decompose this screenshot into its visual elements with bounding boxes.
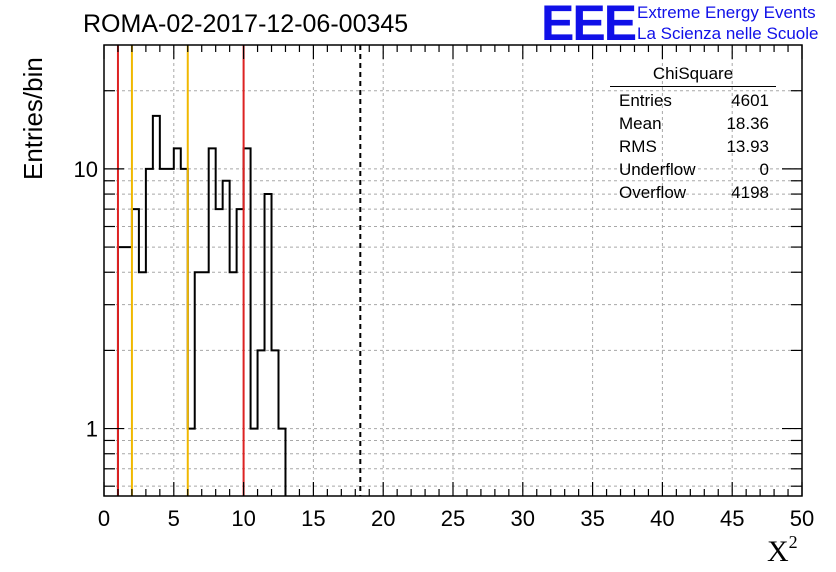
chart-title: ROMA-02-2017-12-06-00345 [83, 10, 409, 38]
x-tick-label: 30 [511, 506, 535, 531]
stats-row-rms: RMS 13.93 [610, 135, 776, 158]
stats-value: 4198 [731, 183, 769, 202]
stats-row-entries: Entries 4601 [610, 89, 776, 112]
stats-value: 18.36 [726, 114, 769, 133]
stats-value: 13.93 [726, 137, 769, 156]
stats-label: Overflow [619, 183, 687, 202]
x-tick-label: 10 [231, 506, 255, 531]
stats-label: Mean [619, 114, 662, 133]
x-tick-label: 45 [720, 506, 744, 531]
stats-label: Entries [619, 91, 672, 110]
x-tick-label: 15 [301, 506, 325, 531]
x-tick-label: 35 [580, 506, 604, 531]
x-tick-label: 40 [650, 506, 674, 531]
logo-text-line1: Extreme Energy Events [637, 3, 816, 22]
stats-value: 0 [759, 160, 769, 179]
stats-value: 4601 [731, 91, 769, 110]
grid [104, 45, 802, 496]
x-axis-label-sup: 2 [788, 532, 798, 552]
x-tick-label: 25 [441, 506, 465, 531]
y-tick-label: 1 [86, 417, 98, 442]
stats-row-overflow: Overflow 4198 [610, 181, 776, 204]
x-axis-label: X2 [767, 532, 798, 569]
stats-box: ChiSquare Entries 4601 Mean 18.36 RMS 13.93… [610, 64, 776, 204]
stats-row-underflow: Underflow 0 [610, 158, 776, 181]
marker-lines [116, 45, 362, 496]
stats-row-mean: Mean 18.36 [610, 112, 776, 135]
stats-label: Underflow [619, 160, 696, 179]
x-tick-label: 0 [98, 506, 110, 531]
x-tick-label: 5 [168, 506, 180, 531]
logo-text-line2: La Scienza nelle Scuole [637, 24, 819, 43]
stats-divider [610, 86, 776, 87]
x-axis-label-base: X [767, 535, 789, 568]
x-axis: 0 5 10 15 20 25 30 35 40 45 50 [98, 45, 814, 531]
y-tick-label: 10 [74, 157, 98, 182]
y-axis: 1 10 [74, 90, 802, 487]
stats-label: RMS [619, 137, 657, 156]
stats-name: ChiSquare [652, 64, 734, 83]
x-tick-label: 50 [790, 506, 814, 531]
eee-logo: EEE [541, 0, 637, 51]
y-axis-label: Entries/bin [18, 57, 48, 180]
x-tick-label: 20 [371, 506, 395, 531]
